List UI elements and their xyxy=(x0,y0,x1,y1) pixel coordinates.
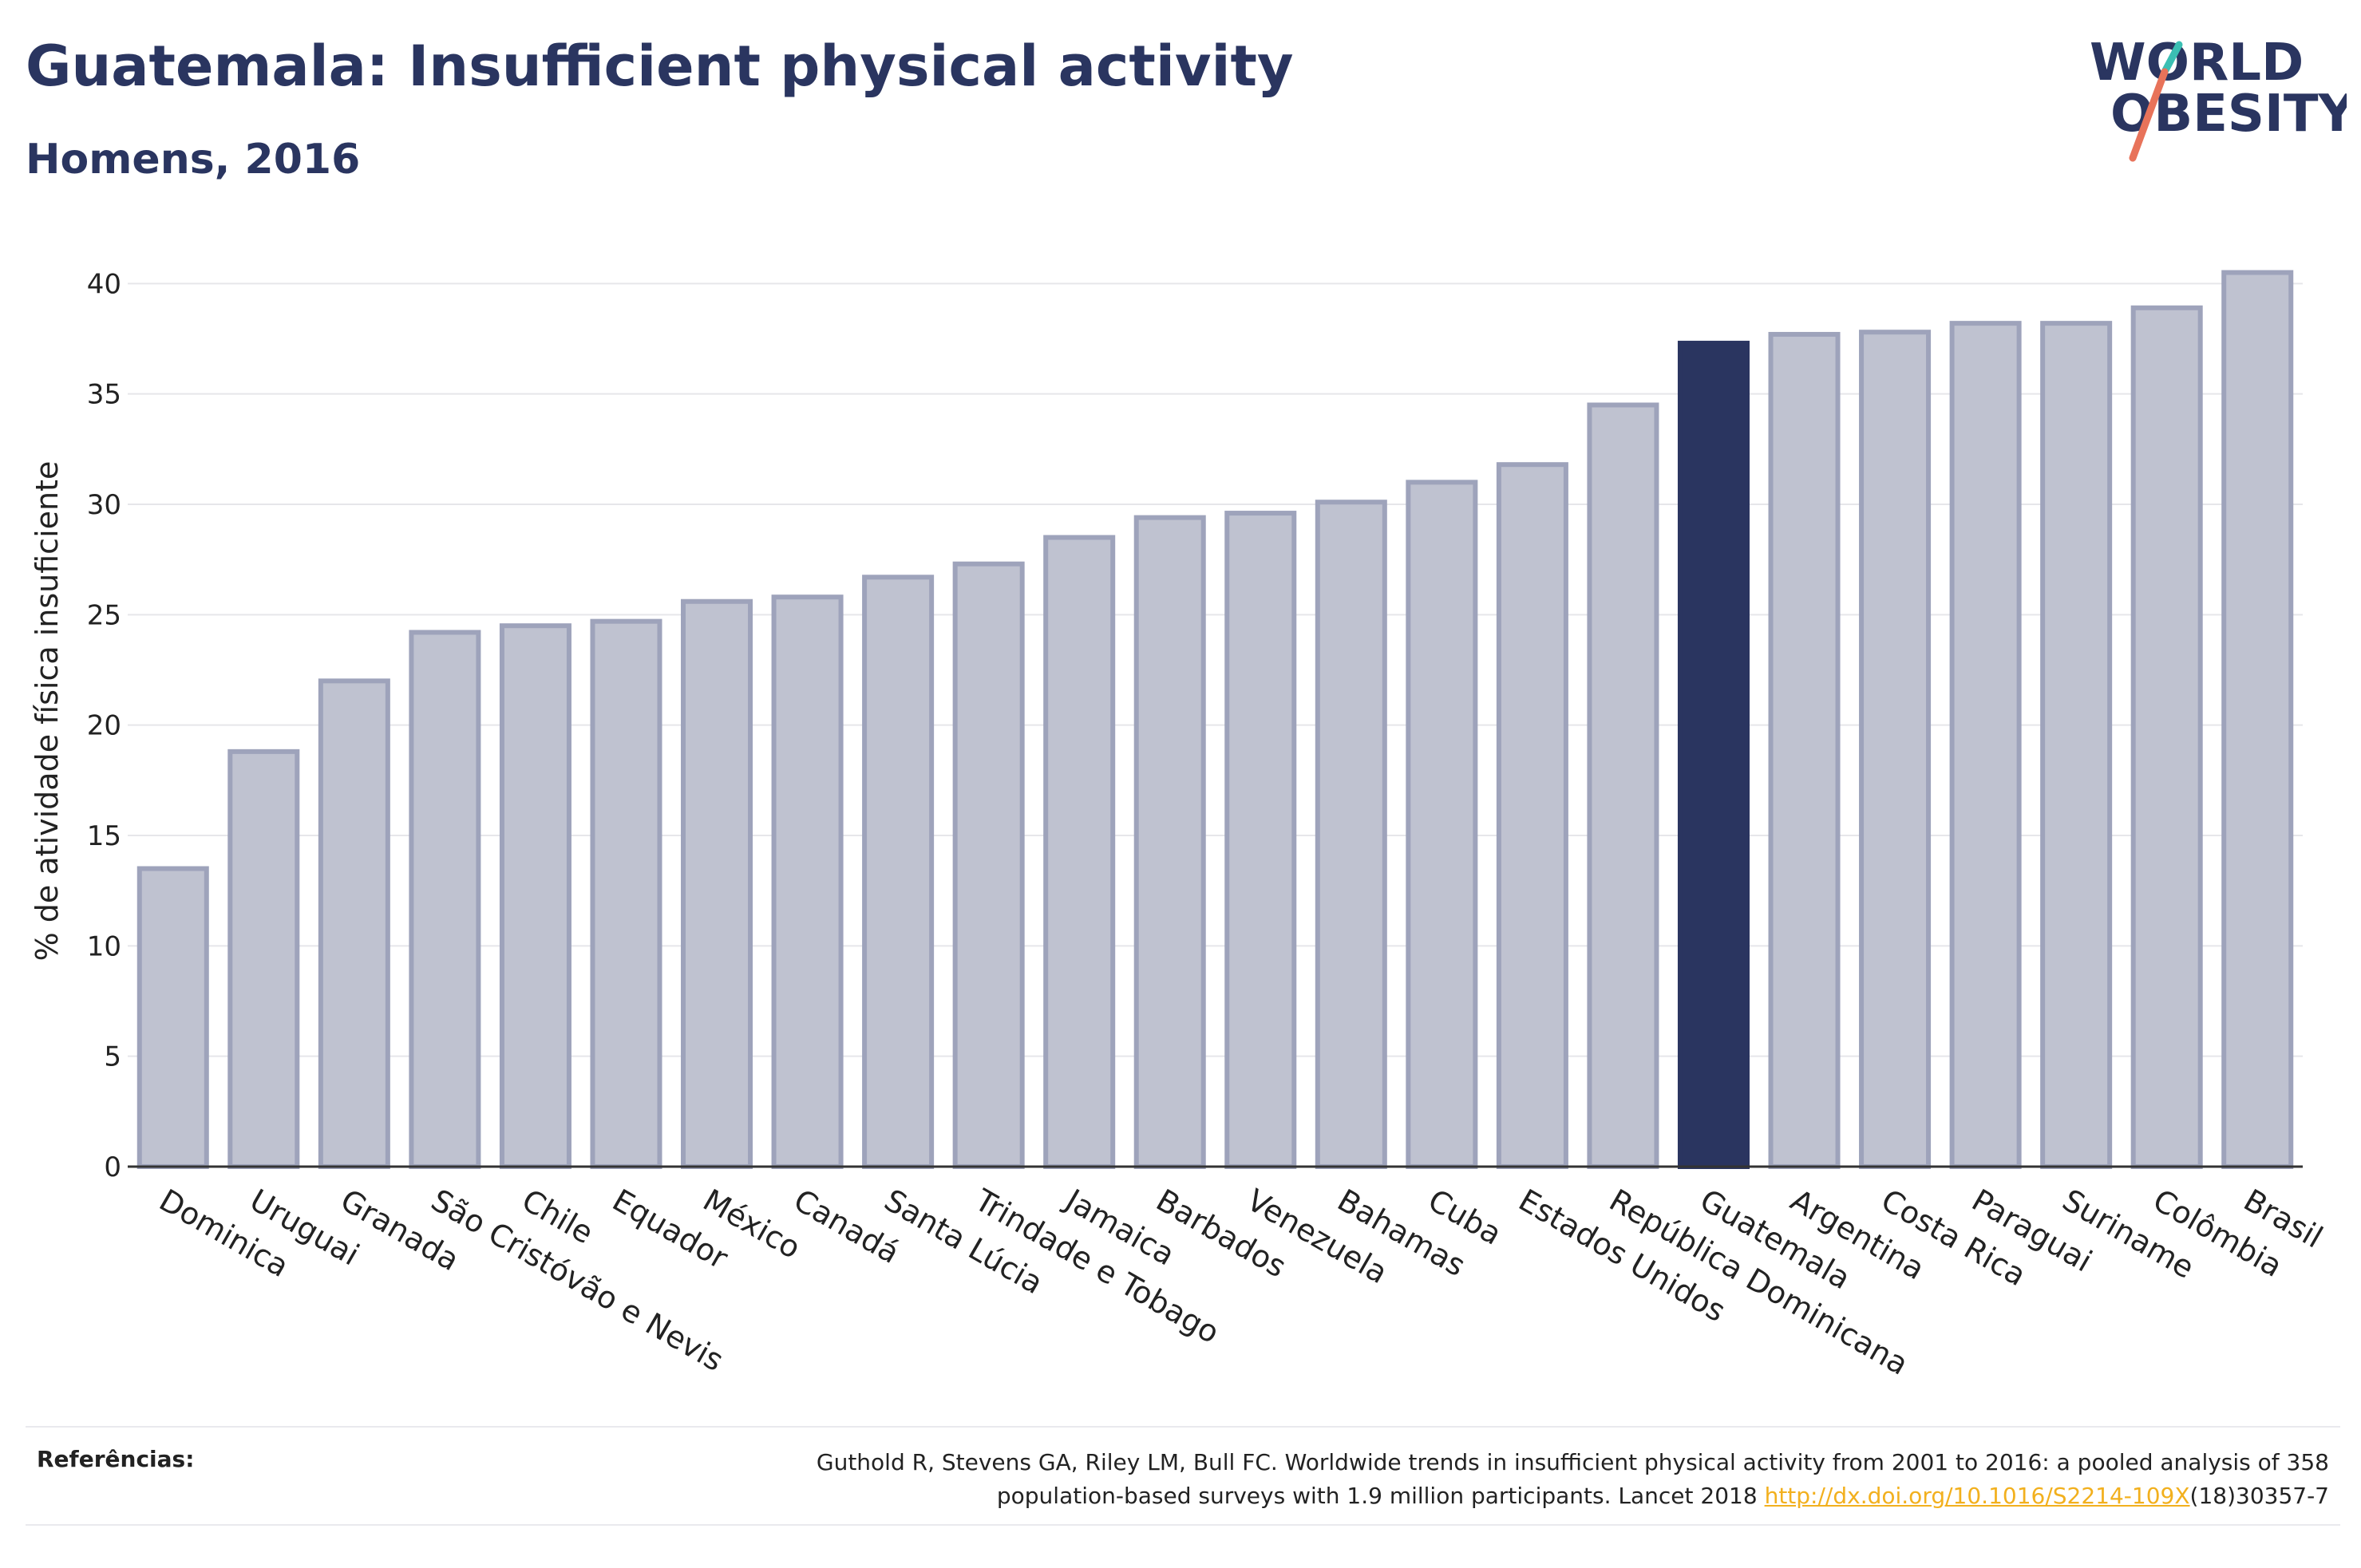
bar-suriname xyxy=(2040,321,2113,1170)
bar-chile xyxy=(499,623,571,1169)
bar-equador xyxy=(590,618,662,1169)
bar-guatemala xyxy=(1677,341,1750,1169)
references-label: Referências: xyxy=(37,1446,195,1472)
bar-uruguai xyxy=(227,748,300,1169)
footer-divider-top xyxy=(26,1426,2340,1428)
y-tick-label: 0 xyxy=(104,1151,121,1183)
bar-santa-l-cia xyxy=(862,575,935,1169)
bar-granada xyxy=(318,678,390,1169)
bar-jamaica xyxy=(1043,535,1116,1169)
chart-title: Guatemala: Insufficient physical activit… xyxy=(26,34,1294,99)
grid-lines xyxy=(128,282,2303,1057)
y-tick-label: 40 xyxy=(87,268,121,300)
y-tick-label: 15 xyxy=(87,820,121,852)
bar-argentina xyxy=(1768,331,1841,1169)
chart-subtitle: Homens, 2016 xyxy=(26,136,361,184)
bar-cuba xyxy=(1406,480,1478,1169)
logo-text-world: WORLD xyxy=(2090,34,2304,93)
bar-rep-blica-dominicana xyxy=(1587,402,1659,1169)
reference-line-1: Guthold R, Stevens GA, Riley LM, Bull FC… xyxy=(816,1449,2329,1475)
bar-venezuela xyxy=(1224,511,1297,1169)
references-text: Guthold R, Stevens GA, Riley LM, Bull FC… xyxy=(493,1446,2329,1513)
bar-costa-rica xyxy=(1859,330,1932,1170)
reference-line-2: population-based surveys with 1.9 millio… xyxy=(493,1479,2329,1513)
bar-barbados xyxy=(1133,515,1206,1169)
reference-line-2-pre: population-based surveys with 1.9 millio… xyxy=(996,1483,1765,1509)
y-tick-label: 30 xyxy=(87,489,121,521)
bar-canad- xyxy=(771,594,844,1169)
footer-divider-bottom xyxy=(26,1524,2340,1526)
world-obesity-logo: WORLD OBESITY xyxy=(2075,24,2355,168)
logo-slash-bottom xyxy=(2129,68,2169,162)
bar-s-o-crist-v-o-e-nevis xyxy=(409,630,481,1169)
y-tick-label: 10 xyxy=(87,930,121,962)
reference-line-2-post: (18)30357-7 xyxy=(2189,1483,2329,1509)
y-tick-label: 35 xyxy=(87,379,121,411)
y-tick-label: 20 xyxy=(87,710,121,742)
bar-trindade-e-tobago xyxy=(952,561,1025,1169)
logo-slash-top xyxy=(2161,41,2183,76)
bar-bahamas xyxy=(1315,500,1387,1169)
bar-estados-unidos xyxy=(1496,462,1568,1169)
y-axis-ticks: 0 5 10 15 20 25 30 35 40 xyxy=(87,268,121,1183)
bar-col-mbia xyxy=(2130,305,2203,1169)
y-tick-label: 25 xyxy=(87,599,121,631)
bar-paraguai xyxy=(1949,321,2022,1170)
y-tick-label: 5 xyxy=(104,1041,121,1073)
y-axis-title: % de atividade física insuficiente xyxy=(30,461,65,962)
bar-brasil xyxy=(2221,270,2294,1169)
bars xyxy=(136,270,2294,1170)
bar-dominica xyxy=(136,866,209,1169)
bar-m-xico xyxy=(681,598,753,1169)
doi-link[interactable]: http://dx.doi.org/10.1016/S2214-109X xyxy=(1764,1483,2190,1509)
